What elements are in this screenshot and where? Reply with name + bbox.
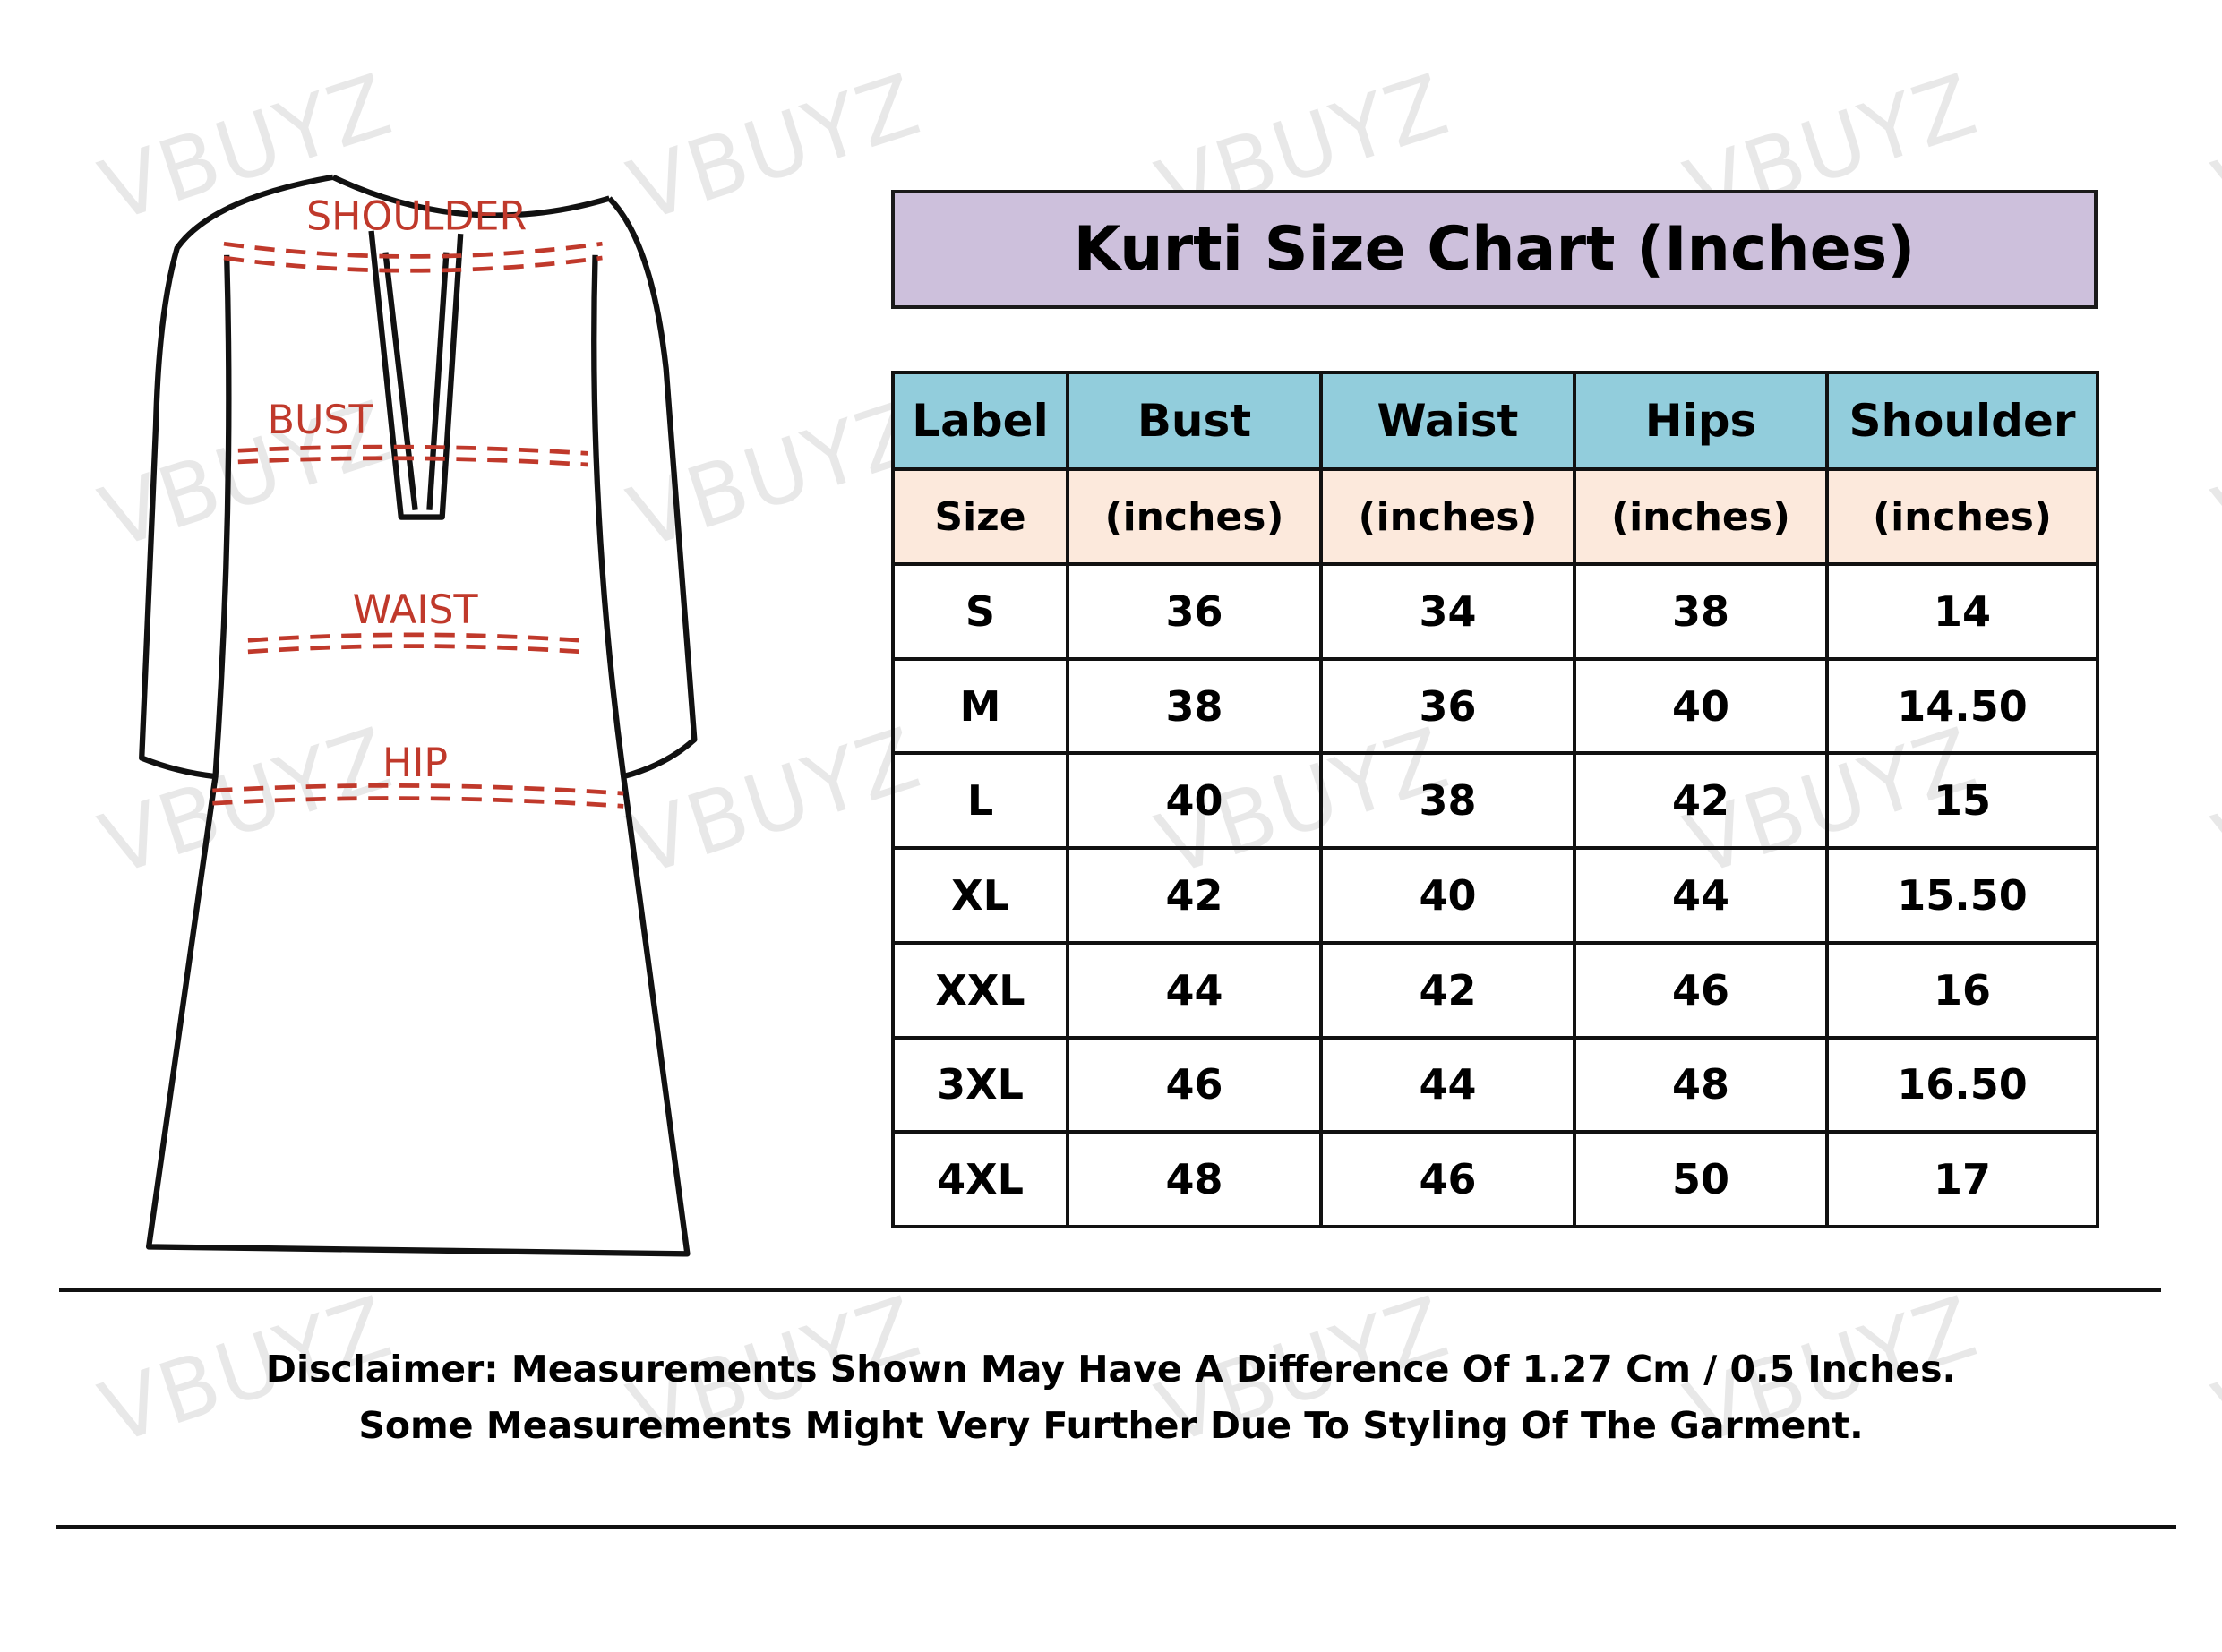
cell-hips: 50: [1573, 1130, 1829, 1228]
cell-waist: 46: [1319, 1130, 1576, 1228]
cell-shoulder: 14.50: [1825, 656, 2099, 756]
cell-size: XL: [891, 846, 1069, 945]
cell-size: M: [891, 656, 1069, 756]
units-shoulder: (inches): [1825, 467, 2099, 566]
cell-size: S: [891, 562, 1069, 661]
cell-bust: 42: [1066, 846, 1323, 945]
cell-waist: 44: [1319, 1035, 1576, 1134]
cell-hips: 40: [1573, 656, 1829, 756]
waist-label: WAIST: [353, 587, 479, 633]
table-row: XXL 44 42 46 16: [891, 940, 2099, 1040]
header-row: Label Bust Waist Hips Shoulder: [891, 371, 2099, 471]
disclaimer-line-1: Disclaimer: Measurements Shown May Have …: [265, 1348, 1957, 1391]
cell-shoulder: 15.50: [1825, 846, 2099, 945]
cell-bust: 46: [1066, 1035, 1323, 1134]
cell-shoulder: 14: [1825, 562, 2099, 661]
cell-hips: 44: [1573, 846, 1829, 945]
units-hips: (inches): [1573, 467, 1829, 566]
hip-label: HIP: [382, 740, 448, 786]
cell-size: L: [891, 751, 1069, 851]
cell-hips: 42: [1573, 751, 1829, 851]
cell-bust: 48: [1066, 1130, 1323, 1228]
table-row: XL 42 40 44 15.50: [891, 846, 2099, 945]
cell-bust: 36: [1066, 562, 1323, 661]
cell-size: 3XL: [891, 1035, 1069, 1134]
divider-bottom: [56, 1525, 2176, 1529]
cell-size: XXL: [891, 940, 1069, 1040]
table-row: S 36 34 38 14: [891, 562, 2099, 661]
shoulder-label: SHOULDER: [306, 193, 527, 239]
table-row: 4XL 48 46 50 17: [891, 1130, 2099, 1228]
bust-label: BUST: [268, 398, 374, 443]
units-row: Size (inches) (inches) (inches) (inches): [891, 467, 2099, 566]
table-row: L 40 38 42 15: [891, 751, 2099, 851]
size-table: Label Bust Waist Hips Shoulder Size (inc…: [891, 371, 2099, 1228]
cell-size: 4XL: [891, 1130, 1069, 1228]
chart-title: Kurti Size Chart (Inches): [891, 190, 2098, 309]
divider-top: [59, 1288, 2161, 1292]
kurti-outline: [139, 174, 698, 1257]
cell-waist: 40: [1319, 846, 1576, 945]
header-bust: Bust: [1066, 371, 1323, 471]
cell-shoulder: 17: [1825, 1130, 2099, 1228]
table-row: M 38 36 40 14.50: [891, 656, 2099, 756]
header-hips: Hips: [1573, 371, 1829, 471]
cell-hips: 46: [1573, 940, 1829, 1040]
cell-hips: 48: [1573, 1035, 1829, 1134]
units-size: Size: [891, 467, 1069, 566]
cell-waist: 42: [1319, 940, 1576, 1040]
cell-shoulder: 16: [1825, 940, 2099, 1040]
cell-waist: 34: [1319, 562, 1576, 661]
cell-hips: 38: [1573, 562, 1829, 661]
header-shoulder: Shoulder: [1825, 371, 2099, 471]
table-row: 3XL 46 44 48 16.50: [891, 1035, 2099, 1134]
measurement-lines: [212, 241, 624, 809]
cell-shoulder: 15: [1825, 751, 2099, 851]
cell-bust: 40: [1066, 751, 1323, 851]
cell-bust: 38: [1066, 656, 1323, 756]
units-waist: (inches): [1319, 467, 1576, 566]
cell-bust: 44: [1066, 940, 1323, 1040]
disclaimer-line-2: Some Measurements Might Very Further Due…: [358, 1404, 1864, 1447]
cell-shoulder: 16.50: [1825, 1035, 2099, 1134]
cell-waist: 36: [1319, 656, 1576, 756]
header-label: Label: [891, 371, 1069, 471]
cell-waist: 38: [1319, 751, 1576, 851]
header-waist: Waist: [1319, 371, 1576, 471]
units-bust: (inches): [1066, 467, 1323, 566]
